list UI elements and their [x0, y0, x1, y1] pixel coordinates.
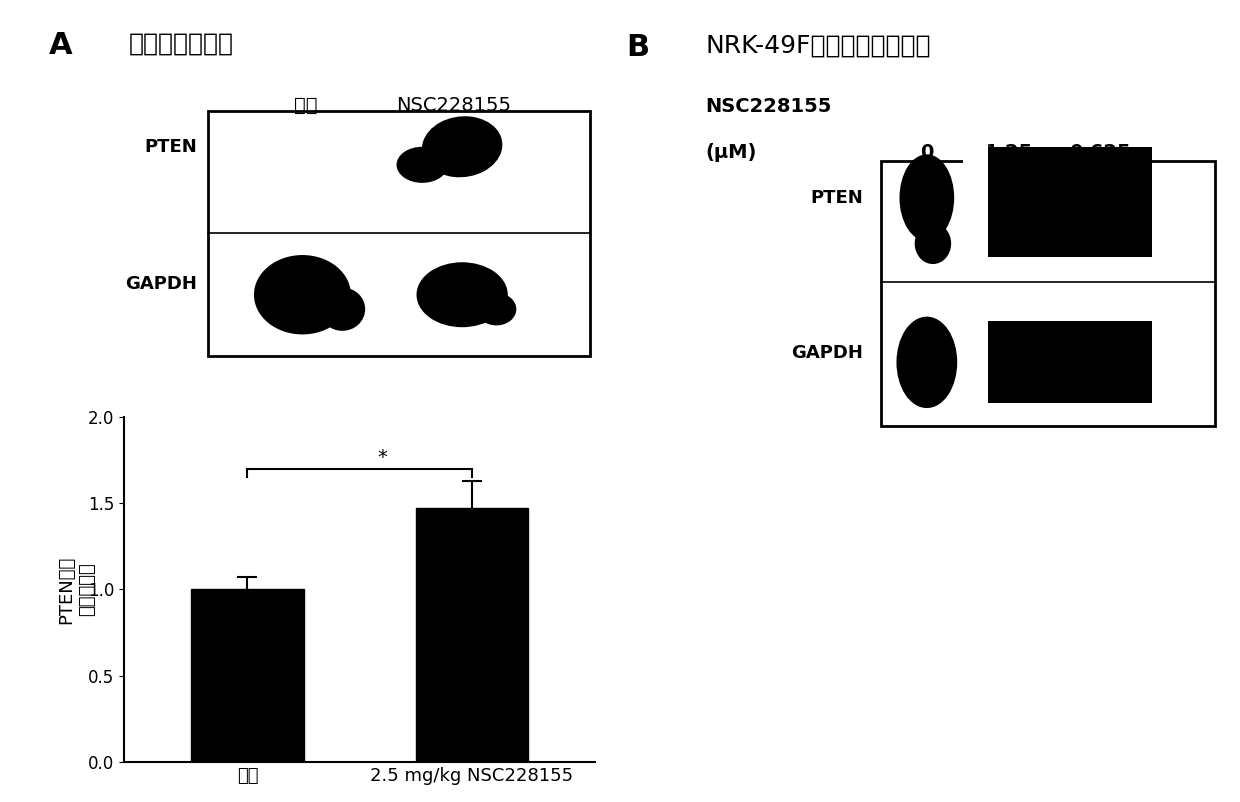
Ellipse shape [254, 255, 351, 334]
Ellipse shape [1060, 150, 1133, 182]
Ellipse shape [915, 223, 951, 264]
Ellipse shape [417, 262, 508, 327]
Text: A: A [48, 31, 72, 60]
Text: PTEN: PTEN [144, 138, 197, 156]
Text: NSC228155: NSC228155 [706, 97, 832, 116]
Text: PTEN: PTEN [810, 188, 863, 207]
Text: NSC228155: NSC228155 [396, 96, 511, 115]
Bar [882, 161, 1215, 427]
Text: *: * [377, 448, 387, 467]
Ellipse shape [1054, 322, 1127, 349]
Bar [191, 589, 304, 762]
Ellipse shape [320, 288, 365, 330]
Bar [970, 148, 1152, 257]
Text: B: B [626, 33, 650, 63]
Bar [963, 303, 987, 412]
Text: (μM): (μM) [706, 143, 756, 162]
Bar [963, 129, 987, 266]
Y-axis label: PTEN蛋白
相对表达量: PTEN蛋白 相对表达量 [57, 555, 97, 624]
Bar [970, 322, 1152, 403]
Text: 小鼠肾皮质组织: 小鼠肾皮质组织 [129, 31, 233, 55]
Bar [415, 508, 528, 762]
Ellipse shape [422, 116, 502, 177]
Text: 0.625: 0.625 [1069, 143, 1131, 162]
Text: NRK-49F肾间质成纤维细胞: NRK-49F肾间质成纤维细胞 [706, 33, 930, 57]
Ellipse shape [966, 322, 1045, 349]
Ellipse shape [397, 147, 448, 183]
Bar [208, 111, 590, 356]
Ellipse shape [476, 293, 516, 326]
Text: 1.25: 1.25 [985, 143, 1033, 162]
Text: 0: 0 [920, 143, 934, 162]
Ellipse shape [899, 154, 955, 241]
Ellipse shape [966, 150, 1045, 182]
Text: 对照: 对照 [294, 96, 317, 115]
Text: GAPDH: GAPDH [791, 344, 863, 363]
Text: GAPDH: GAPDH [125, 275, 197, 293]
Ellipse shape [897, 317, 957, 408]
